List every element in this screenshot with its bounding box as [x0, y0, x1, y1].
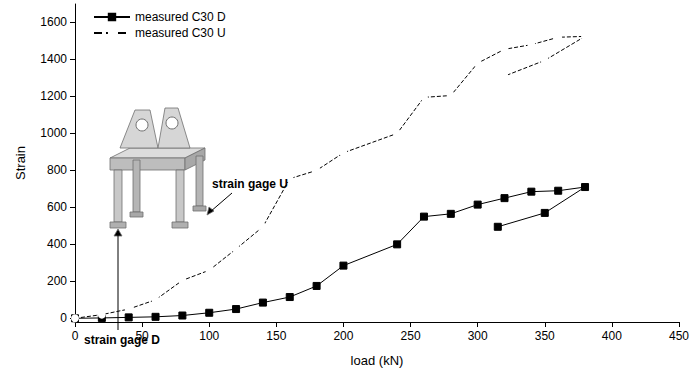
svg-text:0: 0 [60, 311, 67, 325]
svg-text:200: 200 [333, 329, 353, 343]
svg-text:400: 400 [602, 329, 622, 343]
svg-text:1400: 1400 [40, 52, 67, 66]
svg-text:Strain: Strain [13, 146, 28, 180]
svg-text:450: 450 [669, 329, 689, 343]
svg-text:load (kN): load (kN) [351, 353, 404, 368]
svg-text:300: 300 [468, 329, 488, 343]
svg-text:measured C30 D: measured C30 D [135, 10, 226, 24]
svg-text:1000: 1000 [40, 126, 67, 140]
svg-text:measured C30 U: measured C30 U [135, 26, 226, 40]
svg-text:400: 400 [47, 237, 67, 251]
svg-text:strain gage D: strain gage D [84, 333, 160, 347]
svg-text:800: 800 [47, 163, 67, 177]
svg-text:1200: 1200 [40, 89, 67, 103]
svg-text:100: 100 [199, 329, 219, 343]
svg-text:1600: 1600 [40, 15, 67, 29]
svg-text:strain gage U: strain gage U [212, 177, 288, 191]
svg-text:200: 200 [47, 274, 67, 288]
svg-text:150: 150 [266, 329, 286, 343]
svg-text:600: 600 [47, 200, 67, 214]
svg-text:0: 0 [72, 329, 79, 343]
svg-text:350: 350 [535, 329, 555, 343]
svg-text:250: 250 [401, 329, 421, 343]
